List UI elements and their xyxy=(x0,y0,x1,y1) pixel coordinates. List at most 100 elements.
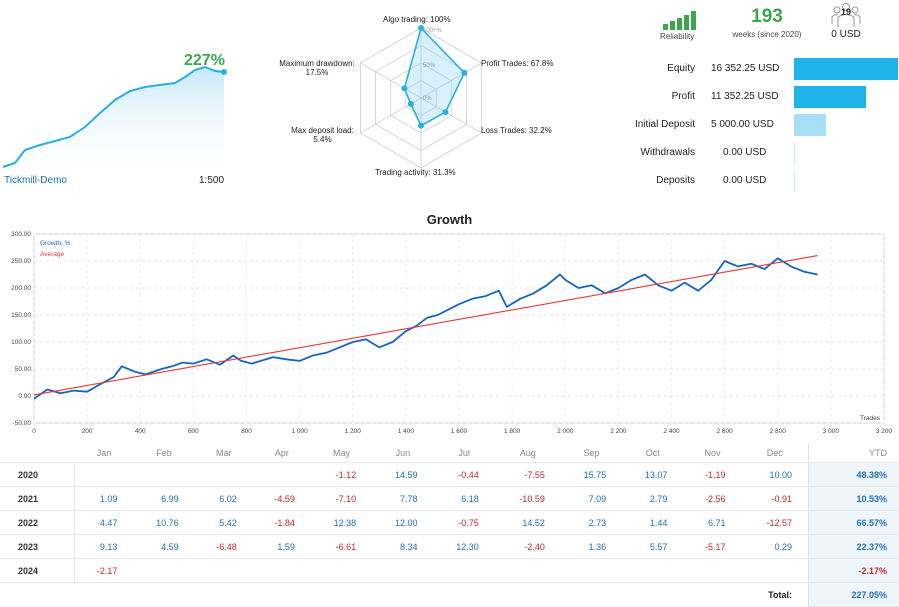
month-value-cell: -1.12 xyxy=(311,463,372,487)
month-value-cell: 10.76 xyxy=(133,511,194,535)
stat-bar xyxy=(794,86,866,108)
month-value-cell xyxy=(372,559,433,583)
leverage: 1:500 xyxy=(199,175,224,186)
growth-y-tick-label: 300.00 xyxy=(11,231,31,238)
stat-bar xyxy=(794,170,795,192)
total-row: Total:227.05% xyxy=(0,583,899,607)
radar-drawdown-title: Maximum drawdown: xyxy=(273,59,361,68)
stat-value: 11 352.25 USD xyxy=(711,91,779,102)
month-header: Jan xyxy=(75,443,134,463)
month-value-cell: 7.09 xyxy=(561,487,622,511)
subscription-price: 0 USD xyxy=(820,29,872,40)
month-value-cell: -5.17 xyxy=(683,535,741,559)
month-value-cell: 15.75 xyxy=(561,463,622,487)
growth-chart-title: Growth xyxy=(0,212,899,227)
total-spacer xyxy=(0,583,742,607)
stat-row-withdrawals: Withdrawals 0.00 USD xyxy=(600,140,899,164)
radar-ring-label-100: 100+% xyxy=(423,28,443,34)
growth-plot-frame xyxy=(34,234,884,423)
table-header-row: Jan Feb Mar Apr May Jun Jul Aug Sep Oct … xyxy=(0,443,899,463)
ytd-cell: 48.38% xyxy=(809,463,899,487)
month-header: Oct xyxy=(622,443,683,463)
month-value-cell xyxy=(561,559,622,583)
month-value-cell: -2.40 xyxy=(495,535,561,559)
month-value-cell: 7.78 xyxy=(372,487,433,511)
month-header: Aug xyxy=(495,443,561,463)
stat-value: 0.00 USD xyxy=(723,147,766,158)
radar-label-deposit-load: Max deposit load: 5.4% xyxy=(285,126,360,144)
growth-y-ticks: 300.00250.00200.00150.00100.0050.000.00-… xyxy=(11,231,31,427)
month-value-cell: -7.55 xyxy=(495,463,561,487)
radar-label-algo: Algo trading: 100% xyxy=(383,15,451,24)
stat-bar xyxy=(794,58,898,80)
growth-x-tick-label: 2 200 xyxy=(610,428,627,435)
month-header: Mar xyxy=(195,443,253,463)
subscribers-block[interactable]: 19 0 USD xyxy=(826,2,866,44)
ytd-cell: 66.57% xyxy=(809,511,899,535)
ytd-cell: -2.17% xyxy=(809,559,899,583)
month-value-cell xyxy=(622,559,683,583)
month-value-cell: -2.56 xyxy=(683,487,741,511)
weeks-label: weeks (since 2020) xyxy=(722,30,812,39)
reliability-label: Reliability xyxy=(660,32,694,41)
month-value-cell xyxy=(683,559,741,583)
growth-x-tick-label: 1 200 xyxy=(345,428,362,435)
growth-y-tick-label: 100.00 xyxy=(11,339,31,346)
month-value-cell: 1.59 xyxy=(253,535,311,559)
month-value-cell: -1.84 xyxy=(253,511,311,535)
growth-x-tick-label: 3 200 xyxy=(876,428,893,435)
mini-growth-widget[interactable]: 227% Tickmill-Demo 1:500 xyxy=(0,45,235,195)
month-value-cell: 6.71 xyxy=(683,511,741,535)
month-value-cell: 4.47 xyxy=(75,511,134,535)
radar-deposit-load-value: 5.4% xyxy=(285,135,360,144)
radar-label-loss-trades: Loss Trades: 32.2% xyxy=(481,126,552,135)
growth-x-tick-label: 800 xyxy=(241,428,252,435)
radar-widget: 100+% 50% 0% Algo trading: 100% Profit T… xyxy=(255,10,595,180)
ytd-cell: 22.37% xyxy=(809,535,899,559)
radar-ring-label-50: 50% xyxy=(423,63,436,69)
growth-legend-growth: Growth, % xyxy=(40,240,71,247)
radar-label-profit-trades: Profit Trades: 67.8% xyxy=(481,59,553,68)
month-value-cell: -0.75 xyxy=(433,511,494,535)
reliability-block[interactable]: Reliability xyxy=(655,8,715,44)
month-value-cell: 6.18 xyxy=(433,487,494,511)
radar-label-activity: Trading activity: 31.3% xyxy=(375,168,456,177)
growth-y-tick-label: -50.00 xyxy=(13,420,32,427)
growth-chart[interactable]: 300.00250.00200.00150.00100.0050.000.00-… xyxy=(0,228,899,438)
month-header: Sep xyxy=(561,443,622,463)
year-cell: 2024 xyxy=(0,559,75,583)
month-value-cell: 1.09 xyxy=(75,487,134,511)
growth-series-line xyxy=(34,258,818,398)
month-value-cell xyxy=(495,559,561,583)
growth-x-tick-label: 1 400 xyxy=(398,428,415,435)
month-value-cell: 5.57 xyxy=(622,535,683,559)
account-name-link[interactable]: Tickmill-Demo xyxy=(4,175,67,186)
year-header xyxy=(0,443,75,463)
stats-block: Equity 16 352.25 USD Profit 11 352.25 US… xyxy=(600,56,899,196)
month-value-cell: -7.10 xyxy=(311,487,372,511)
radar-point-drawdown xyxy=(401,85,407,91)
month-value-cell: 4.59 xyxy=(133,535,194,559)
month-value-cell: 1.36 xyxy=(561,535,622,559)
growth-grid xyxy=(34,234,884,423)
stat-label: Withdrawals xyxy=(600,147,695,158)
reliability-bars-icon xyxy=(663,10,703,30)
month-value-cell xyxy=(133,463,194,487)
growth-legend-average: Average xyxy=(40,251,64,258)
month-value-cell: 1.44 xyxy=(622,511,683,535)
month-value-cell: 12.38 xyxy=(311,511,372,535)
month-header: Feb xyxy=(133,443,194,463)
month-value-cell xyxy=(742,559,809,583)
month-value-cell: 0.29 xyxy=(742,535,809,559)
stat-row-profit: Profit 11 352.25 USD xyxy=(600,84,899,108)
month-value-cell xyxy=(195,559,253,583)
radar-point-activity xyxy=(418,123,424,129)
month-value-cell: -0.44 xyxy=(433,463,494,487)
growth-y-tick-label: 150.00 xyxy=(11,312,31,319)
total-value: 227.05% xyxy=(809,583,899,607)
stat-label: Equity xyxy=(600,63,695,74)
month-value-cell: 13.07 xyxy=(622,463,683,487)
